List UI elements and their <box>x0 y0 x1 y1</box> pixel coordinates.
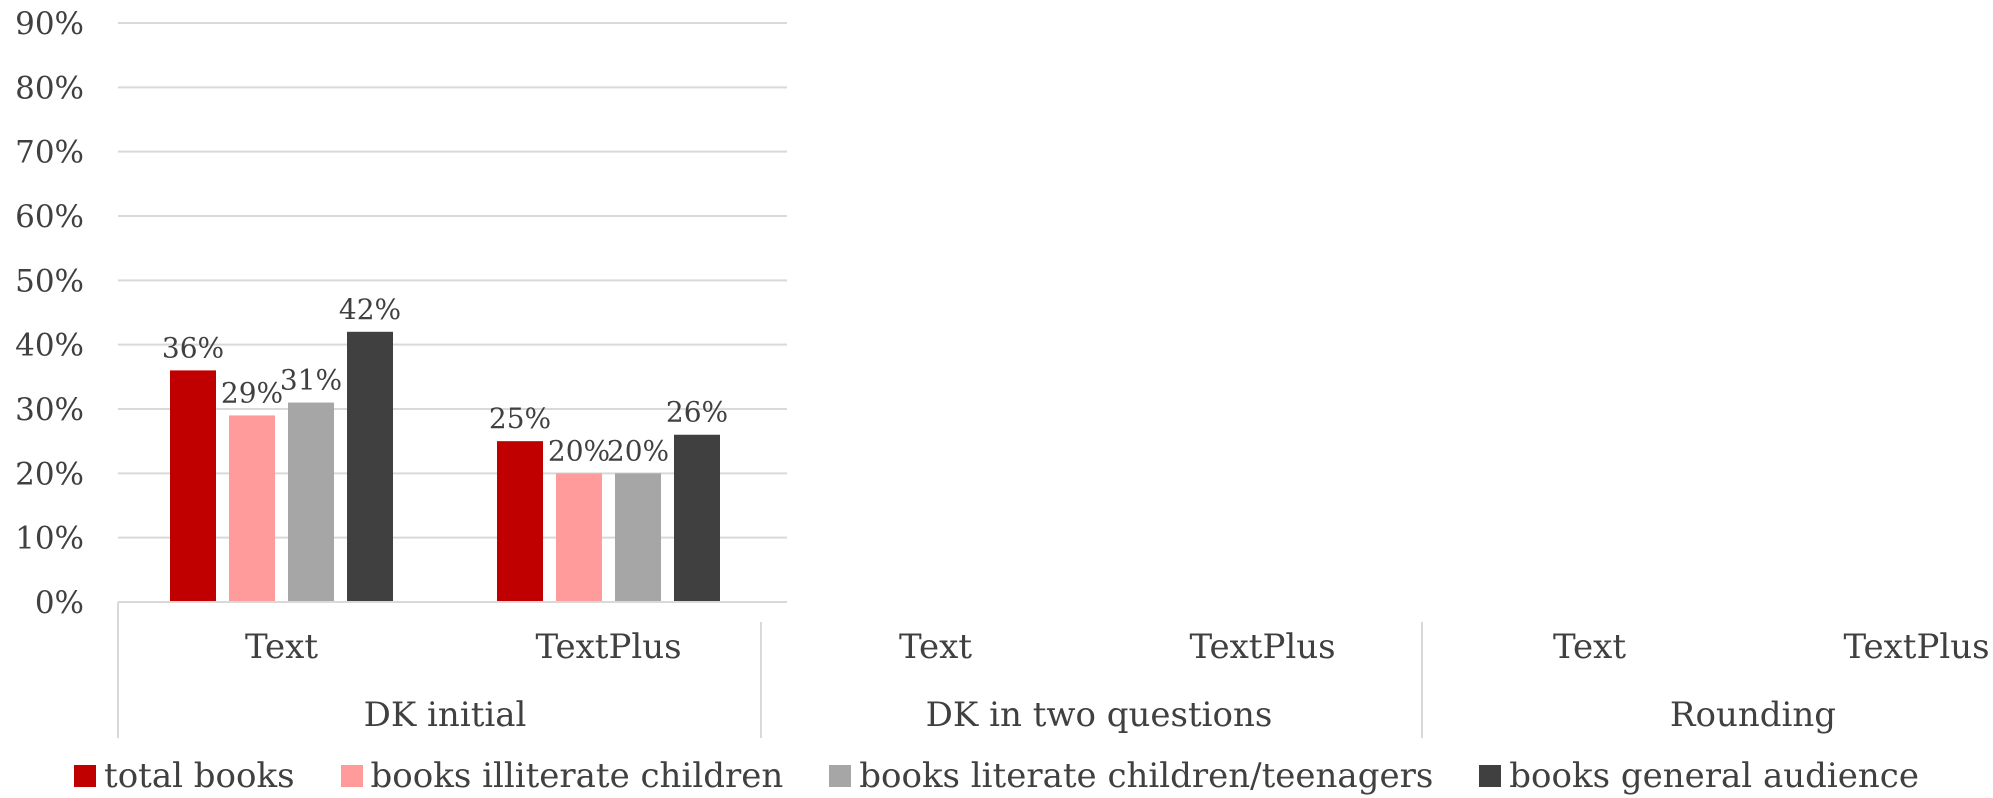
y-tick-label: 80% <box>15 70 84 106</box>
bar <box>229 415 275 602</box>
legend-label: books general audience <box>1509 756 1919 796</box>
bars <box>170 331 720 602</box>
x-group-label: DK in two questions <box>926 695 1273 735</box>
bar <box>615 473 661 602</box>
x-tick-label: TextPlus <box>1189 627 1335 667</box>
x-group-label: Rounding <box>1670 695 1836 735</box>
bar <box>347 331 393 602</box>
x-tick-label: TextPlus <box>535 627 681 667</box>
legend-item: books illiterate children <box>340 756 784 796</box>
data-labels: 36%29%31%42%25%20%20%26% <box>162 293 728 468</box>
legend-item: books general audience <box>1479 756 1919 796</box>
bar <box>170 370 216 602</box>
bar <box>556 473 602 602</box>
data-label: 20% <box>548 434 610 467</box>
data-label: 25% <box>489 402 551 435</box>
x-tick-label: Text <box>899 627 972 667</box>
x-tick-label: TextPlus <box>1843 627 1989 667</box>
legend-item: total books <box>74 756 295 796</box>
y-tick-label: 30% <box>15 392 84 428</box>
legend-swatch <box>340 765 363 787</box>
legend: total books books illiterate children book… <box>0 754 1993 798</box>
data-label: 26% <box>666 396 728 429</box>
data-label: 29% <box>221 376 283 409</box>
legend-swatch <box>74 765 97 787</box>
y-tick-label: 70% <box>15 135 84 171</box>
legend-label: books literate children/teenagers <box>859 756 1434 796</box>
y-tick-label: 50% <box>15 263 84 299</box>
x-tick-label: Text <box>1553 627 1626 667</box>
legend-label: books illiterate children <box>370 756 784 796</box>
y-axis: 0% 10% 20% 30% 40% 50% 60% 70% 80% 90% <box>15 6 84 621</box>
y-tick-label: 0% <box>35 585 84 621</box>
bar-chart: 0% 10% 20% 30% 40% 50% 60% 70% 80% 90% 36% 29%31% 4… <box>15 6 1990 738</box>
x-tick-label: Text <box>245 627 318 667</box>
legend-swatch <box>829 765 852 787</box>
data-label: 20% <box>607 434 669 467</box>
bar <box>674 434 720 602</box>
x-group-label: DK initial <box>364 695 527 735</box>
legend-item: books literate children/teenagers <box>829 756 1433 796</box>
y-tick-label: 90% <box>15 6 84 42</box>
y-tick-label: 60% <box>15 199 84 235</box>
y-tick-label: 10% <box>15 521 84 557</box>
data-label: 36% <box>162 331 224 364</box>
bar <box>497 441 543 602</box>
y-tick-label: 20% <box>15 456 84 492</box>
legend-label: total books <box>104 756 295 796</box>
y-tick-label: 40% <box>15 328 84 364</box>
data-label: 31% <box>280 364 342 397</box>
legend-swatch <box>1479 765 1502 787</box>
bar <box>288 402 334 602</box>
data-label: 42% <box>339 293 401 326</box>
